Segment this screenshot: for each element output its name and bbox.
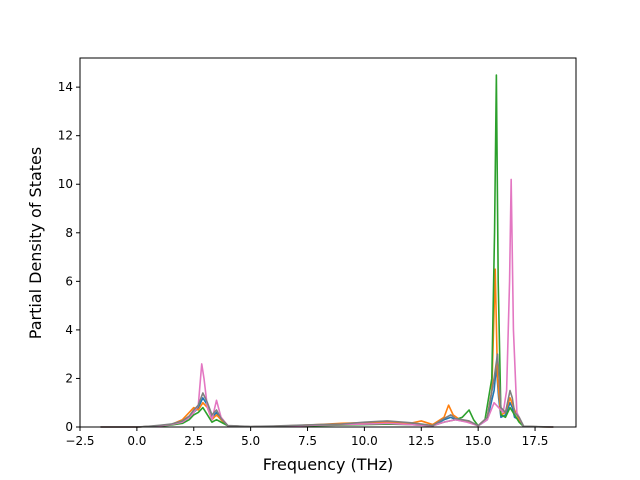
y-tick-label: 6 [65,274,73,288]
x-tick-label: 15.0 [465,434,492,448]
x-tick-label: 17.5 [522,434,549,448]
y-tick-label: 10 [58,177,73,191]
y-tick-label: 14 [58,80,73,94]
y-tick-label: 4 [65,323,73,337]
series-line-1 [100,268,554,428]
x-axis-ticks: −2.5 0.0 2.5 5.0 7.5 10.0 12.5 15.0 17.5 [65,427,548,448]
x-tick-label: 12.5 [408,434,435,448]
y-tick-label: 8 [65,226,73,240]
series-line-4 [100,353,554,428]
x-tick-label: −2.5 [65,434,94,448]
plot-frame [79,57,577,428]
y-axis-ticks: 0 2 4 6 8 10 12 14 [58,80,80,434]
x-tick-label: 7.5 [298,434,317,448]
y-axis-label: Partial Density of States [26,147,45,339]
x-axis-label: Frequency (THz) [263,455,393,474]
y-tick-label: 2 [65,371,73,385]
y-tick-label: 12 [58,129,73,143]
y-tick-label: 0 [65,420,73,434]
plot-lines [100,74,554,428]
x-tick-label: 0.0 [127,434,146,448]
x-tick-label: 2.5 [184,434,203,448]
x-tick-label: 10.0 [351,434,378,448]
x-tick-label: 5.0 [241,434,260,448]
